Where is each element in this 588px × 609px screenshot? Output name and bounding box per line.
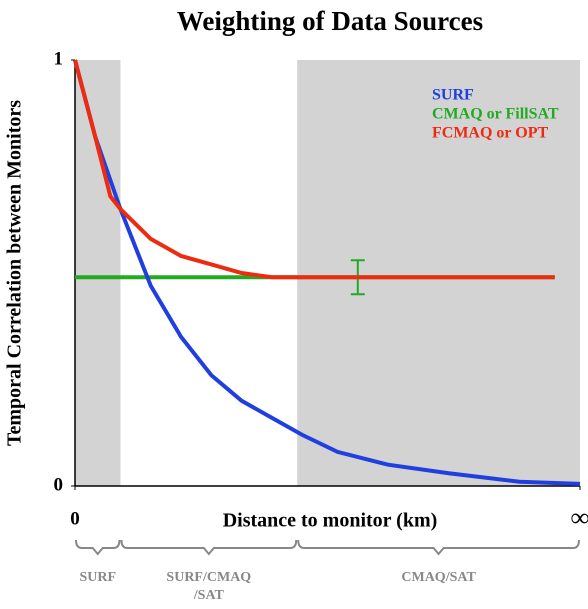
zone-label: SURF/CMAQ [166,570,251,585]
zone-label: /SAT [193,588,225,603]
x-axis-label: Distance to monitor (km) [223,510,438,532]
legend-entry: CMAQ or FillSAT [432,106,559,123]
y-axis-label: Temporal Correlation between Monitors [4,100,26,446]
line-series [73,59,555,280]
x-tick-label: 0 [70,508,80,529]
x-tick-label: ∞ [571,503,588,532]
zone-bracket [297,539,580,556]
zone-bracket [75,539,121,556]
zone-bracket [120,539,298,556]
shaded-region [75,60,121,486]
legend-entry: SURF [432,87,474,104]
y-tick-label: 1 [54,48,64,69]
y-tick-label: 0 [54,474,64,495]
zone-label: CMAQ/SAT [401,570,476,585]
legend-entry: FCMAQ or OPT [432,125,548,142]
chart-title: Weighting of Data Sources [177,6,483,36]
shaded-region [297,60,580,486]
zone-label: SURF [79,570,116,585]
line-series [73,59,581,486]
